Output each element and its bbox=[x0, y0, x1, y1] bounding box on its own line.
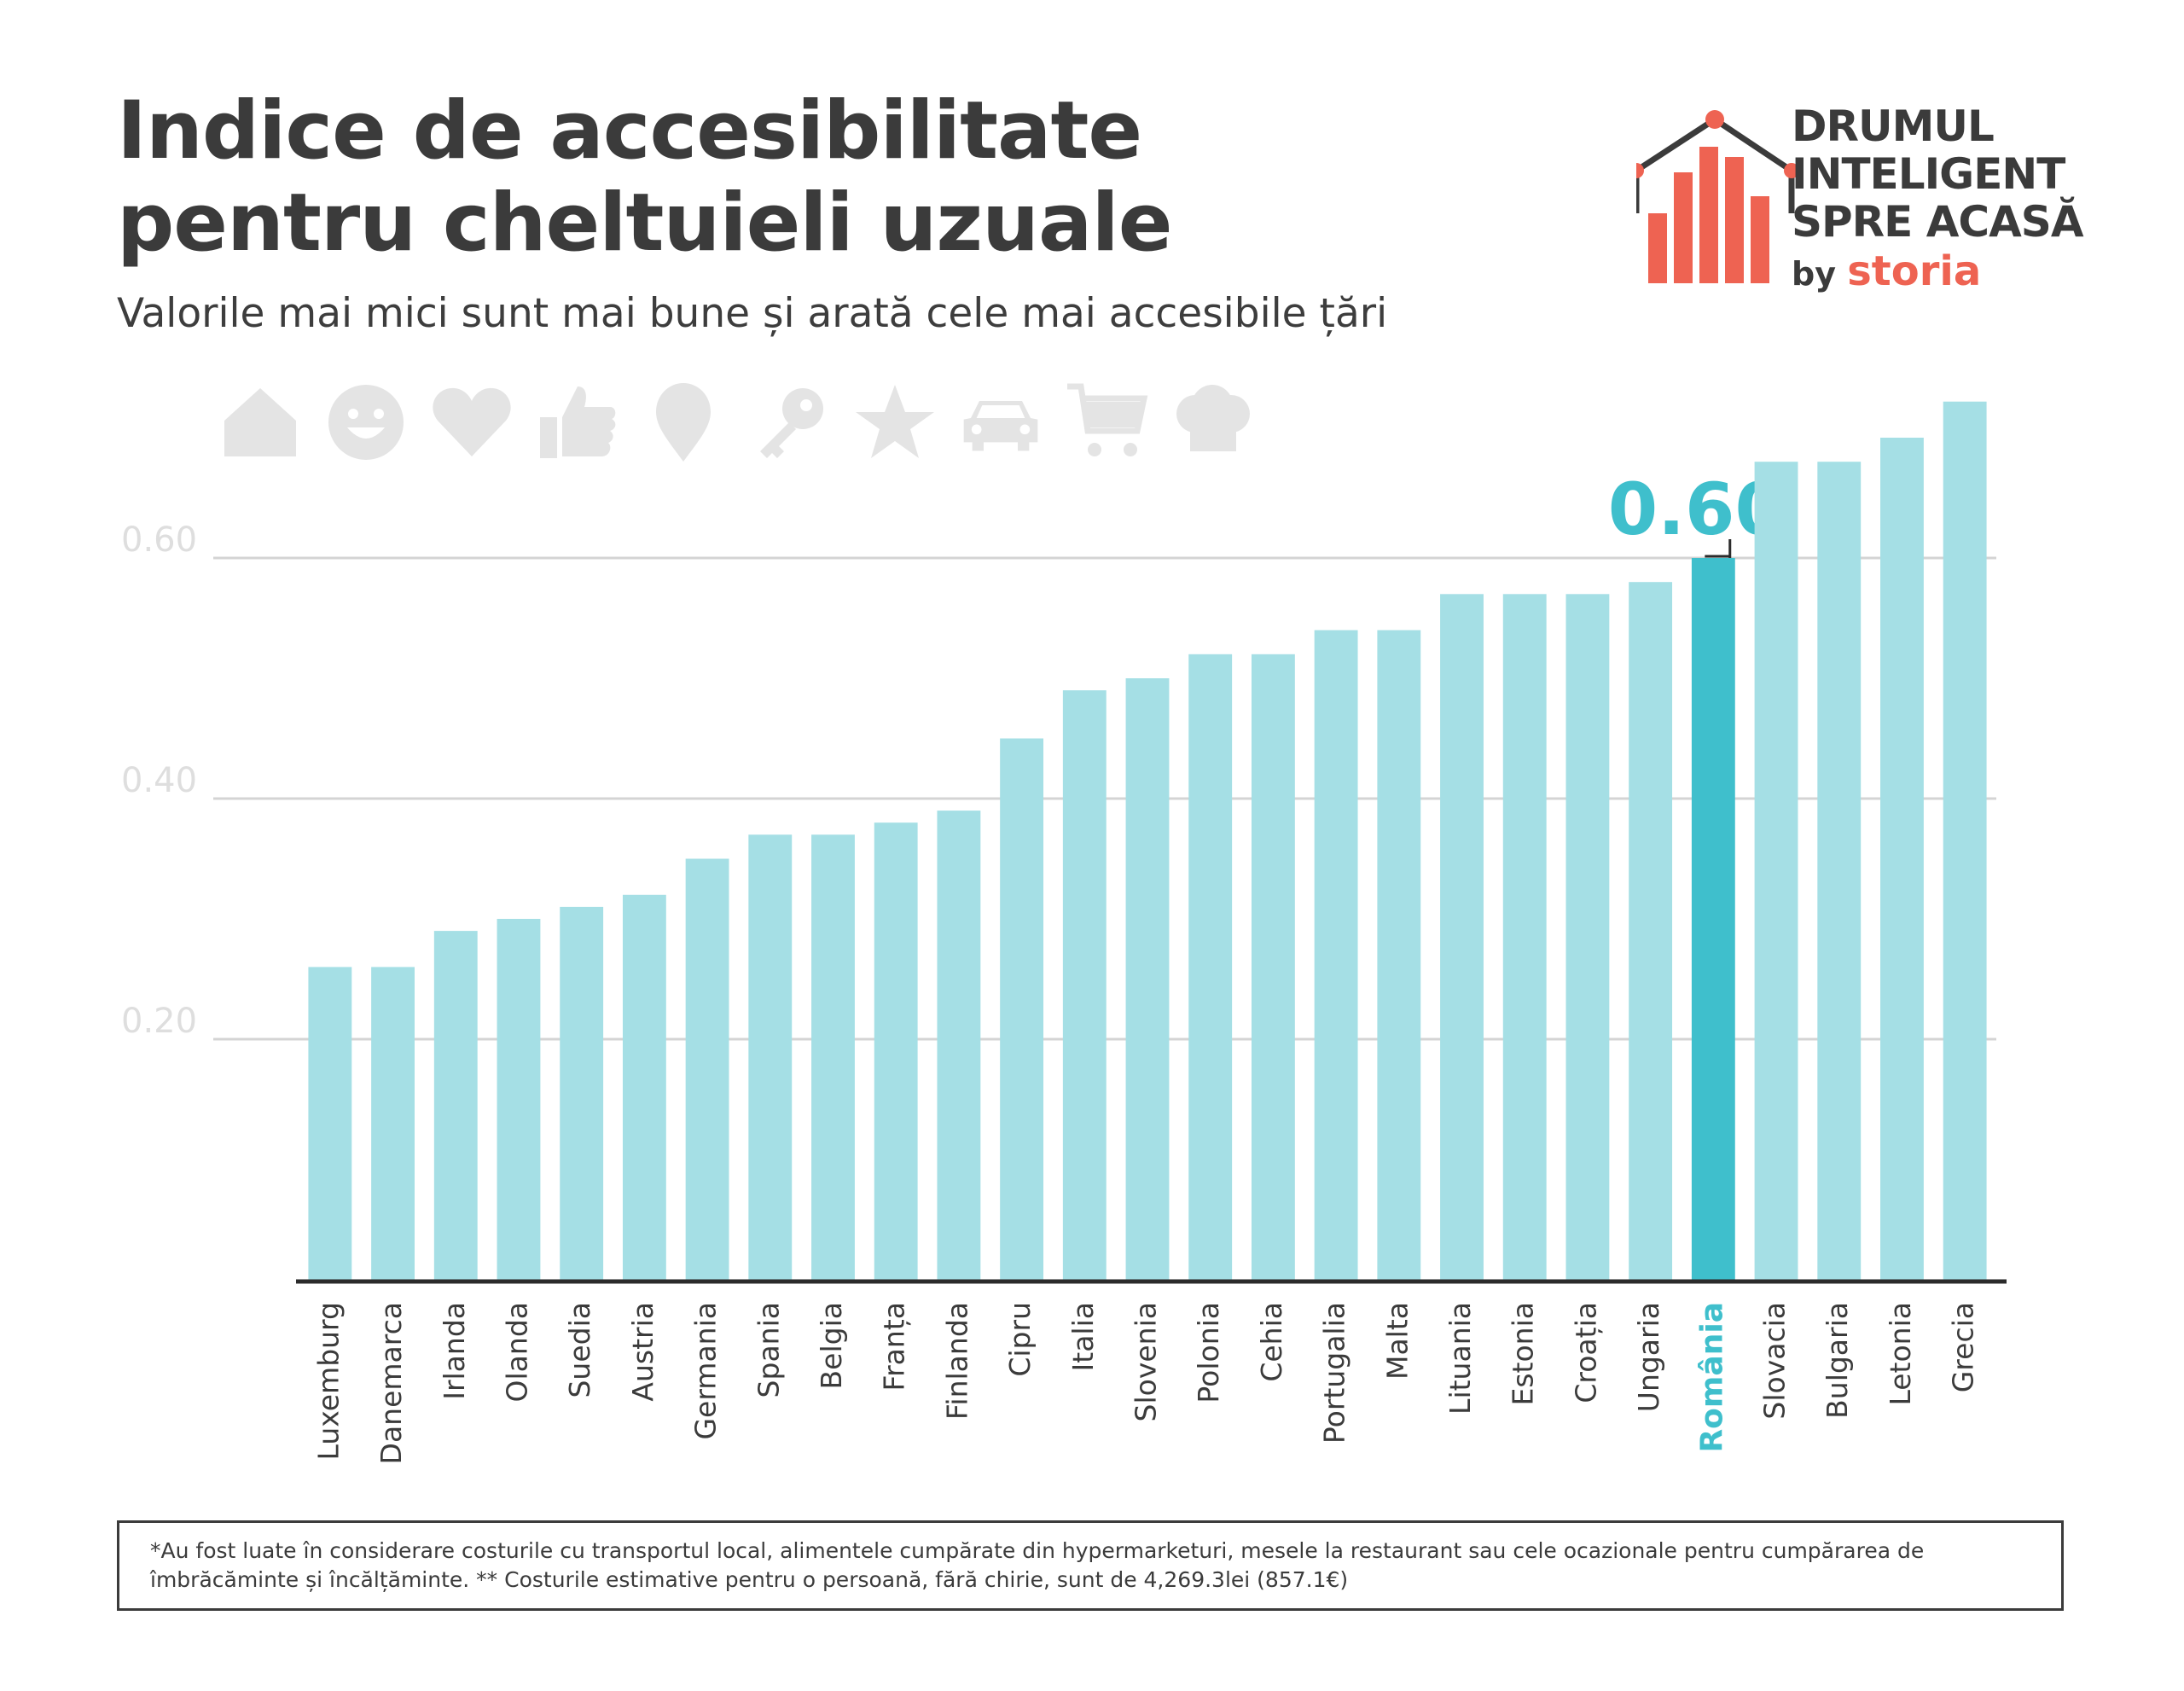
bar bbox=[1251, 654, 1295, 1280]
bar bbox=[937, 811, 981, 1280]
x-tick-label: Belgia bbox=[815, 1302, 848, 1389]
bar bbox=[1377, 630, 1421, 1280]
smiley-icon bbox=[328, 385, 404, 460]
bar bbox=[1629, 582, 1673, 1280]
map-pin-icon bbox=[656, 383, 711, 462]
bar bbox=[1817, 462, 1862, 1280]
chart-title: Indice de accesibilitate pentru cheltuie… bbox=[117, 84, 1172, 270]
x-tick-label: Italia bbox=[1066, 1302, 1100, 1371]
chef-hat-icon bbox=[1176, 385, 1250, 451]
chart-subtitle: Valorile mai mici sunt mai bune și arată… bbox=[117, 290, 1388, 337]
bar bbox=[1943, 401, 1987, 1281]
x-tick-label: Franța bbox=[878, 1302, 912, 1391]
x-tick-label: Ungaria bbox=[1632, 1302, 1665, 1412]
x-tick-label: Cehia bbox=[1255, 1302, 1288, 1382]
x-tick-label: Polonia bbox=[1192, 1302, 1225, 1403]
x-tick-label: Finlanda bbox=[940, 1302, 973, 1420]
y-tick-label: 0.40 bbox=[121, 761, 197, 800]
logo-brand: storia bbox=[1847, 247, 1982, 295]
key-icon bbox=[760, 388, 823, 458]
bar bbox=[371, 967, 415, 1280]
x-tick-label: Letonia bbox=[1884, 1302, 1917, 1406]
x-tick-label: Grecia bbox=[1947, 1302, 1980, 1392]
x-tick-label: Cipru bbox=[1003, 1302, 1037, 1377]
bar bbox=[308, 967, 352, 1280]
x-tick-label: Olanda bbox=[500, 1302, 533, 1402]
x-tick-label: Malta bbox=[1380, 1302, 1414, 1380]
x-tick-label: Spania bbox=[752, 1302, 785, 1398]
car-icon bbox=[963, 401, 1038, 451]
logo-wordmark: DRUMUL INTELIGENT SPRE ACASĂ bbox=[1792, 102, 2167, 246]
cart-icon bbox=[1067, 383, 1148, 456]
footnote: *Au fost luate în considerare costurile … bbox=[117, 1520, 2064, 1611]
y-tick-label: 0.20 bbox=[121, 1002, 197, 1041]
x-tick-label: Germania bbox=[689, 1302, 723, 1440]
bar bbox=[874, 822, 918, 1280]
x-tick-label: Slovenia bbox=[1130, 1302, 1163, 1421]
bar bbox=[433, 931, 478, 1280]
x-tick-label: Irlanda bbox=[438, 1302, 471, 1400]
bar bbox=[748, 834, 793, 1280]
bar bbox=[811, 834, 855, 1280]
bar bbox=[1691, 558, 1735, 1280]
logo-by-storia: by storia bbox=[1792, 247, 1981, 295]
logo-line-1: DRUMUL bbox=[1792, 102, 1995, 151]
x-tick-label: Luxemburg bbox=[311, 1302, 345, 1460]
star-icon bbox=[856, 385, 934, 458]
x-tick-label: Slovacia bbox=[1758, 1302, 1792, 1420]
bar bbox=[1188, 654, 1233, 1280]
x-tick-label: Bulgaria bbox=[1821, 1302, 1854, 1419]
thumbs-up-icon bbox=[540, 386, 616, 458]
x-tick-label: Croația bbox=[1569, 1302, 1603, 1403]
bar bbox=[1880, 438, 1924, 1280]
bar bbox=[1062, 690, 1107, 1280]
storia-logo-icon bbox=[1636, 110, 1799, 283]
bar bbox=[622, 894, 666, 1280]
bar bbox=[1754, 462, 1798, 1280]
heart-icon bbox=[433, 387, 511, 456]
bar bbox=[1565, 594, 1610, 1280]
x-tick-label: Suedia bbox=[563, 1302, 596, 1398]
bar bbox=[1314, 630, 1358, 1280]
y-tick-label: 0.60 bbox=[121, 520, 197, 560]
house-icon bbox=[224, 388, 296, 456]
bar bbox=[560, 906, 604, 1280]
bar bbox=[1502, 594, 1547, 1280]
bar bbox=[497, 919, 541, 1280]
bar bbox=[1125, 678, 1170, 1280]
x-tick-label: România bbox=[1694, 1302, 1729, 1453]
x-tick-label: Estonia bbox=[1507, 1302, 1540, 1405]
bar bbox=[685, 858, 729, 1280]
decorative-icons-row bbox=[218, 375, 1412, 469]
x-tick-label: Lituania bbox=[1443, 1302, 1477, 1415]
bar bbox=[1000, 738, 1044, 1280]
logo-line-2: INTELIGENT bbox=[1792, 149, 2065, 199]
logo-line-3: SPRE ACASĂ bbox=[1792, 197, 2084, 247]
x-tick-label: Danemarca bbox=[375, 1302, 408, 1464]
logo-by: by bbox=[1792, 255, 1836, 293]
x-tick-label: Austria bbox=[626, 1302, 659, 1402]
x-tick-label: Portugalia bbox=[1318, 1302, 1351, 1444]
bar bbox=[1440, 594, 1484, 1280]
